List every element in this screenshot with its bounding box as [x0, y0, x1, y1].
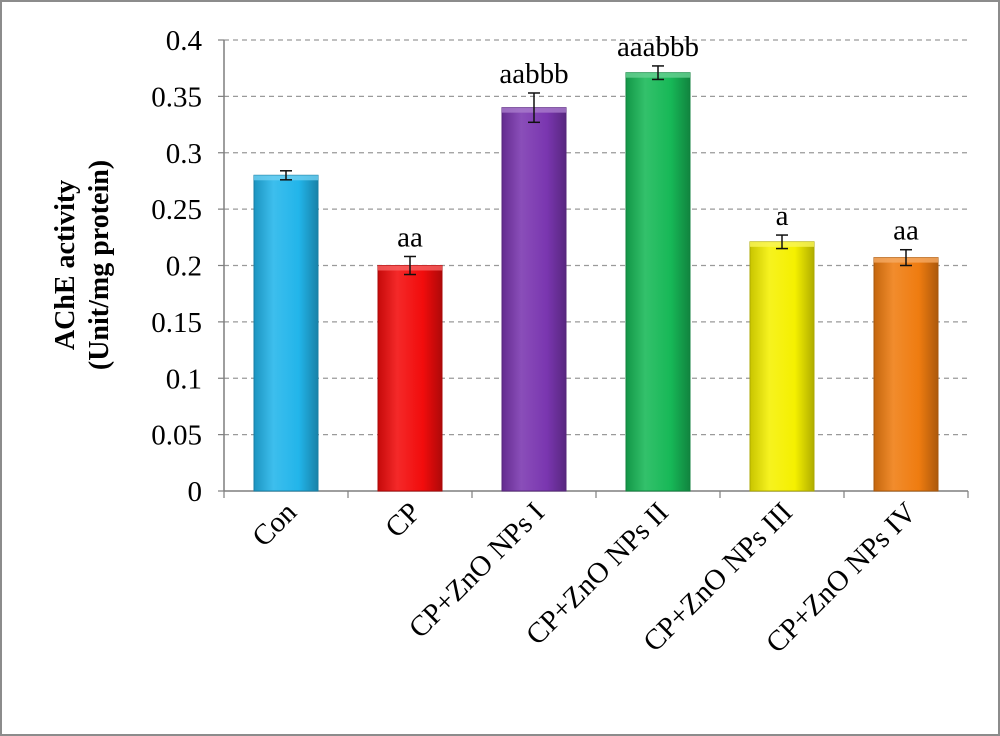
bars [253, 72, 939, 492]
y-tick-label: 0.35 [151, 81, 202, 113]
y-axis-title: AChE activity (Unit/mg protein) [50, 160, 115, 370]
significance-label: aabbb [499, 58, 568, 90]
y-tick-label: 0.05 [151, 420, 202, 452]
y-tick-label: 0.15 [151, 307, 202, 339]
y-tick-label: 0.1 [166, 363, 202, 395]
y-axis-label-line1: AChE activity [50, 180, 81, 350]
y-tick-label: 0 [188, 476, 203, 508]
significance-label: aaabbb [617, 31, 699, 63]
x-tick-label: CP [379, 496, 427, 544]
significance-label: a [776, 200, 789, 232]
y-tick-labels: 0 0.05 0.1 0.15 0.2 0.25 0.3 0.35 0.4 [151, 25, 202, 508]
bar [873, 257, 939, 492]
y-tick-label: 0.2 [166, 251, 202, 283]
axes [218, 39, 969, 498]
y-tick-label: 0.4 [166, 25, 203, 57]
gridlines [224, 39, 968, 436]
error-bars [280, 65, 912, 276]
y-tick-label: 0.25 [151, 194, 202, 226]
bar [377, 265, 443, 492]
bar [253, 174, 319, 492]
significance-label: aa [397, 221, 423, 253]
bar [501, 107, 567, 492]
y-axis-label-line2: (Unit/mg protein) [84, 160, 115, 370]
significance-label: aa [893, 215, 919, 247]
y-tick-label: 0.3 [166, 138, 202, 170]
x-tick-label: Con [246, 496, 303, 553]
bar [625, 72, 691, 492]
bar [749, 241, 815, 492]
